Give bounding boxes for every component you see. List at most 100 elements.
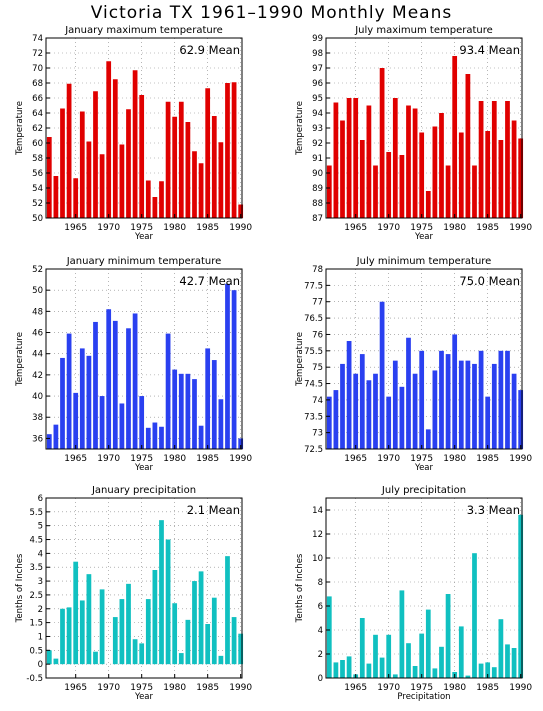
chart-5-xtick-label-4: 1985	[196, 683, 219, 693]
chart-3-ytick-label-6: 48	[32, 307, 43, 317]
chart-1-bar-1966	[79, 111, 85, 218]
chart-5-ytick-label-10: 4.5	[29, 536, 43, 546]
chart-3-bar-1981	[178, 373, 184, 449]
chart-5-bar-1975	[139, 643, 145, 665]
chart-1-ytick-label-0: 50	[32, 214, 43, 224]
chart-5-bar-1985	[205, 624, 211, 665]
chart-5-bar-1980	[172, 603, 178, 665]
chart-4-frame	[325, 268, 523, 450]
chart-5-ytick-label-2: 0.5	[29, 646, 43, 656]
chart-5-xtick-label-5: 1990	[229, 683, 252, 693]
chart-2-xtick-label-4: 1985	[476, 223, 499, 233]
chart-1-bar-1979	[165, 101, 171, 218]
chart-5-xtick-label-0: 1965	[64, 683, 87, 693]
chart-2-bar-1980	[452, 56, 458, 218]
chart-2-ytick-label-12: 99	[312, 34, 323, 44]
chart-1-bar-1977	[152, 197, 158, 218]
chart-2-bar-1984	[478, 101, 484, 218]
chart-6-mean-label: 3.3 Mean	[467, 503, 520, 517]
chart-2-bar-1985	[485, 131, 491, 218]
chart-5-bar-1966	[79, 600, 85, 665]
chart-2-xtick-label-1: 1970	[377, 223, 400, 233]
chart-3-bar-1962	[53, 424, 59, 449]
chart-3-bar-1968	[93, 321, 98, 449]
chart-4-ylabel: Temperature	[295, 332, 305, 387]
chart-1-bar-1985	[205, 88, 211, 218]
chart-4-bar-1990	[518, 390, 524, 449]
chart-4-bar-1985	[485, 396, 491, 449]
chart-4-bar-1966	[359, 354, 365, 449]
chart-2-bar-1989	[511, 120, 517, 218]
chart-2-bar-1971	[392, 98, 398, 218]
chart-6-frame	[325, 497, 523, 679]
chart-5-bar-1988	[225, 556, 230, 665]
chart-2-bar-1961	[326, 165, 332, 218]
chart-2-bar-1982	[465, 74, 471, 218]
chart-2-bar-1965	[353, 98, 359, 218]
chart-2-ytick-label-1: 88	[312, 199, 323, 209]
chart-5-bar-1986	[211, 597, 217, 665]
chart-2-bar-1974	[412, 108, 418, 218]
chart-3-ytick-label-7: 50	[32, 286, 43, 296]
chart-2-mean-label: 93.4 Mean	[459, 43, 520, 57]
chart-4-ytick-label-10: 77.5	[304, 281, 323, 291]
chart-5-mean-label: 2.1 Mean	[187, 503, 240, 517]
chart-5-ytick-label-6: 2.5	[29, 591, 43, 601]
chart-4-bar-1969	[379, 301, 385, 449]
chart-1-bar-1970	[106, 61, 112, 218]
chart-4-ytick-label-8: 76.5	[304, 314, 323, 324]
chart-6-bar-1970	[386, 634, 392, 678]
chart-4-bar-1976	[425, 429, 431, 449]
chart-1-bar-1964	[66, 83, 72, 218]
chart-2-bar-1990	[518, 138, 524, 218]
chart-1-bar-1967	[86, 141, 92, 218]
chart-3-ytick-label-1: 38	[32, 413, 43, 423]
chart-5-bar-1978	[159, 520, 164, 665]
chart-3-xtick-label-3: 1980	[163, 454, 186, 464]
chart-3-bar-1987	[218, 399, 224, 449]
chart-5-ytick-label-11: 5	[38, 522, 43, 532]
chart-5-bar-1979	[165, 539, 171, 665]
chart-1-bar-1986	[211, 116, 217, 218]
chart-3-bar-1967	[86, 355, 92, 449]
chart-2-ytick-label-3: 90	[312, 169, 323, 179]
chart-5-bar-1967	[86, 574, 92, 665]
chart-5-xtick-label-3: 1980	[163, 683, 186, 693]
chart-1-bar-1987	[218, 142, 224, 218]
chart-4-bar-1965	[353, 373, 359, 449]
chart-1-bar-1968	[93, 91, 98, 218]
chart-2-bar-1973	[406, 105, 411, 218]
chart-3-bar-1980	[172, 369, 178, 449]
chart-1-ytick-label-9: 68	[32, 79, 43, 89]
chart-4-ytick-label-2: 73.5	[304, 412, 323, 422]
chart-6-bar-1968	[373, 634, 378, 678]
chart-6-bar-1981	[458, 626, 464, 678]
chart-5-ytick-label-13: 6	[38, 494, 43, 504]
chart-1-bar-1990	[238, 204, 244, 218]
chart-4-bar-1980	[452, 334, 458, 449]
chart-1-ytick-label-4: 58	[32, 154, 43, 164]
chart-2-ytick-label-6: 93	[312, 124, 323, 134]
chart-6-bar-1982	[465, 675, 471, 678]
chart-3-bar-1982	[185, 373, 191, 449]
chart-2-bar-1966	[359, 140, 365, 218]
chart-4-bar-1989	[511, 373, 517, 449]
chart-3-ytick-label-8: 52	[32, 265, 43, 275]
chart-6-bar-1985	[485, 662, 491, 678]
chart-2-xlabel: Year	[414, 232, 434, 242]
chart-5-bar-1987	[218, 655, 224, 665]
chart-3-xtick-label-0: 1965	[64, 454, 87, 464]
chart-6-ytick-label-4: 8	[318, 578, 323, 588]
chart-1-bar-1983	[192, 151, 197, 218]
chart-5-ytick-label-4: 1.5	[29, 619, 43, 629]
chart-3-bar-1975	[139, 396, 145, 449]
chart-1-ytick-label-3: 56	[32, 169, 43, 179]
chart-1-bar-1982	[185, 122, 191, 218]
chart-4-xtick-label-0: 1965	[344, 454, 367, 464]
chart-6-bar-1984	[478, 663, 484, 678]
chart-4-ytick-label-7: 76	[312, 330, 323, 340]
chart-4-xtick-label-1: 1970	[377, 454, 400, 464]
chart-2-bar-1977	[432, 126, 438, 218]
chart-1-ytick-label-8: 66	[32, 94, 43, 104]
chart-2-bar-1963	[340, 120, 345, 218]
